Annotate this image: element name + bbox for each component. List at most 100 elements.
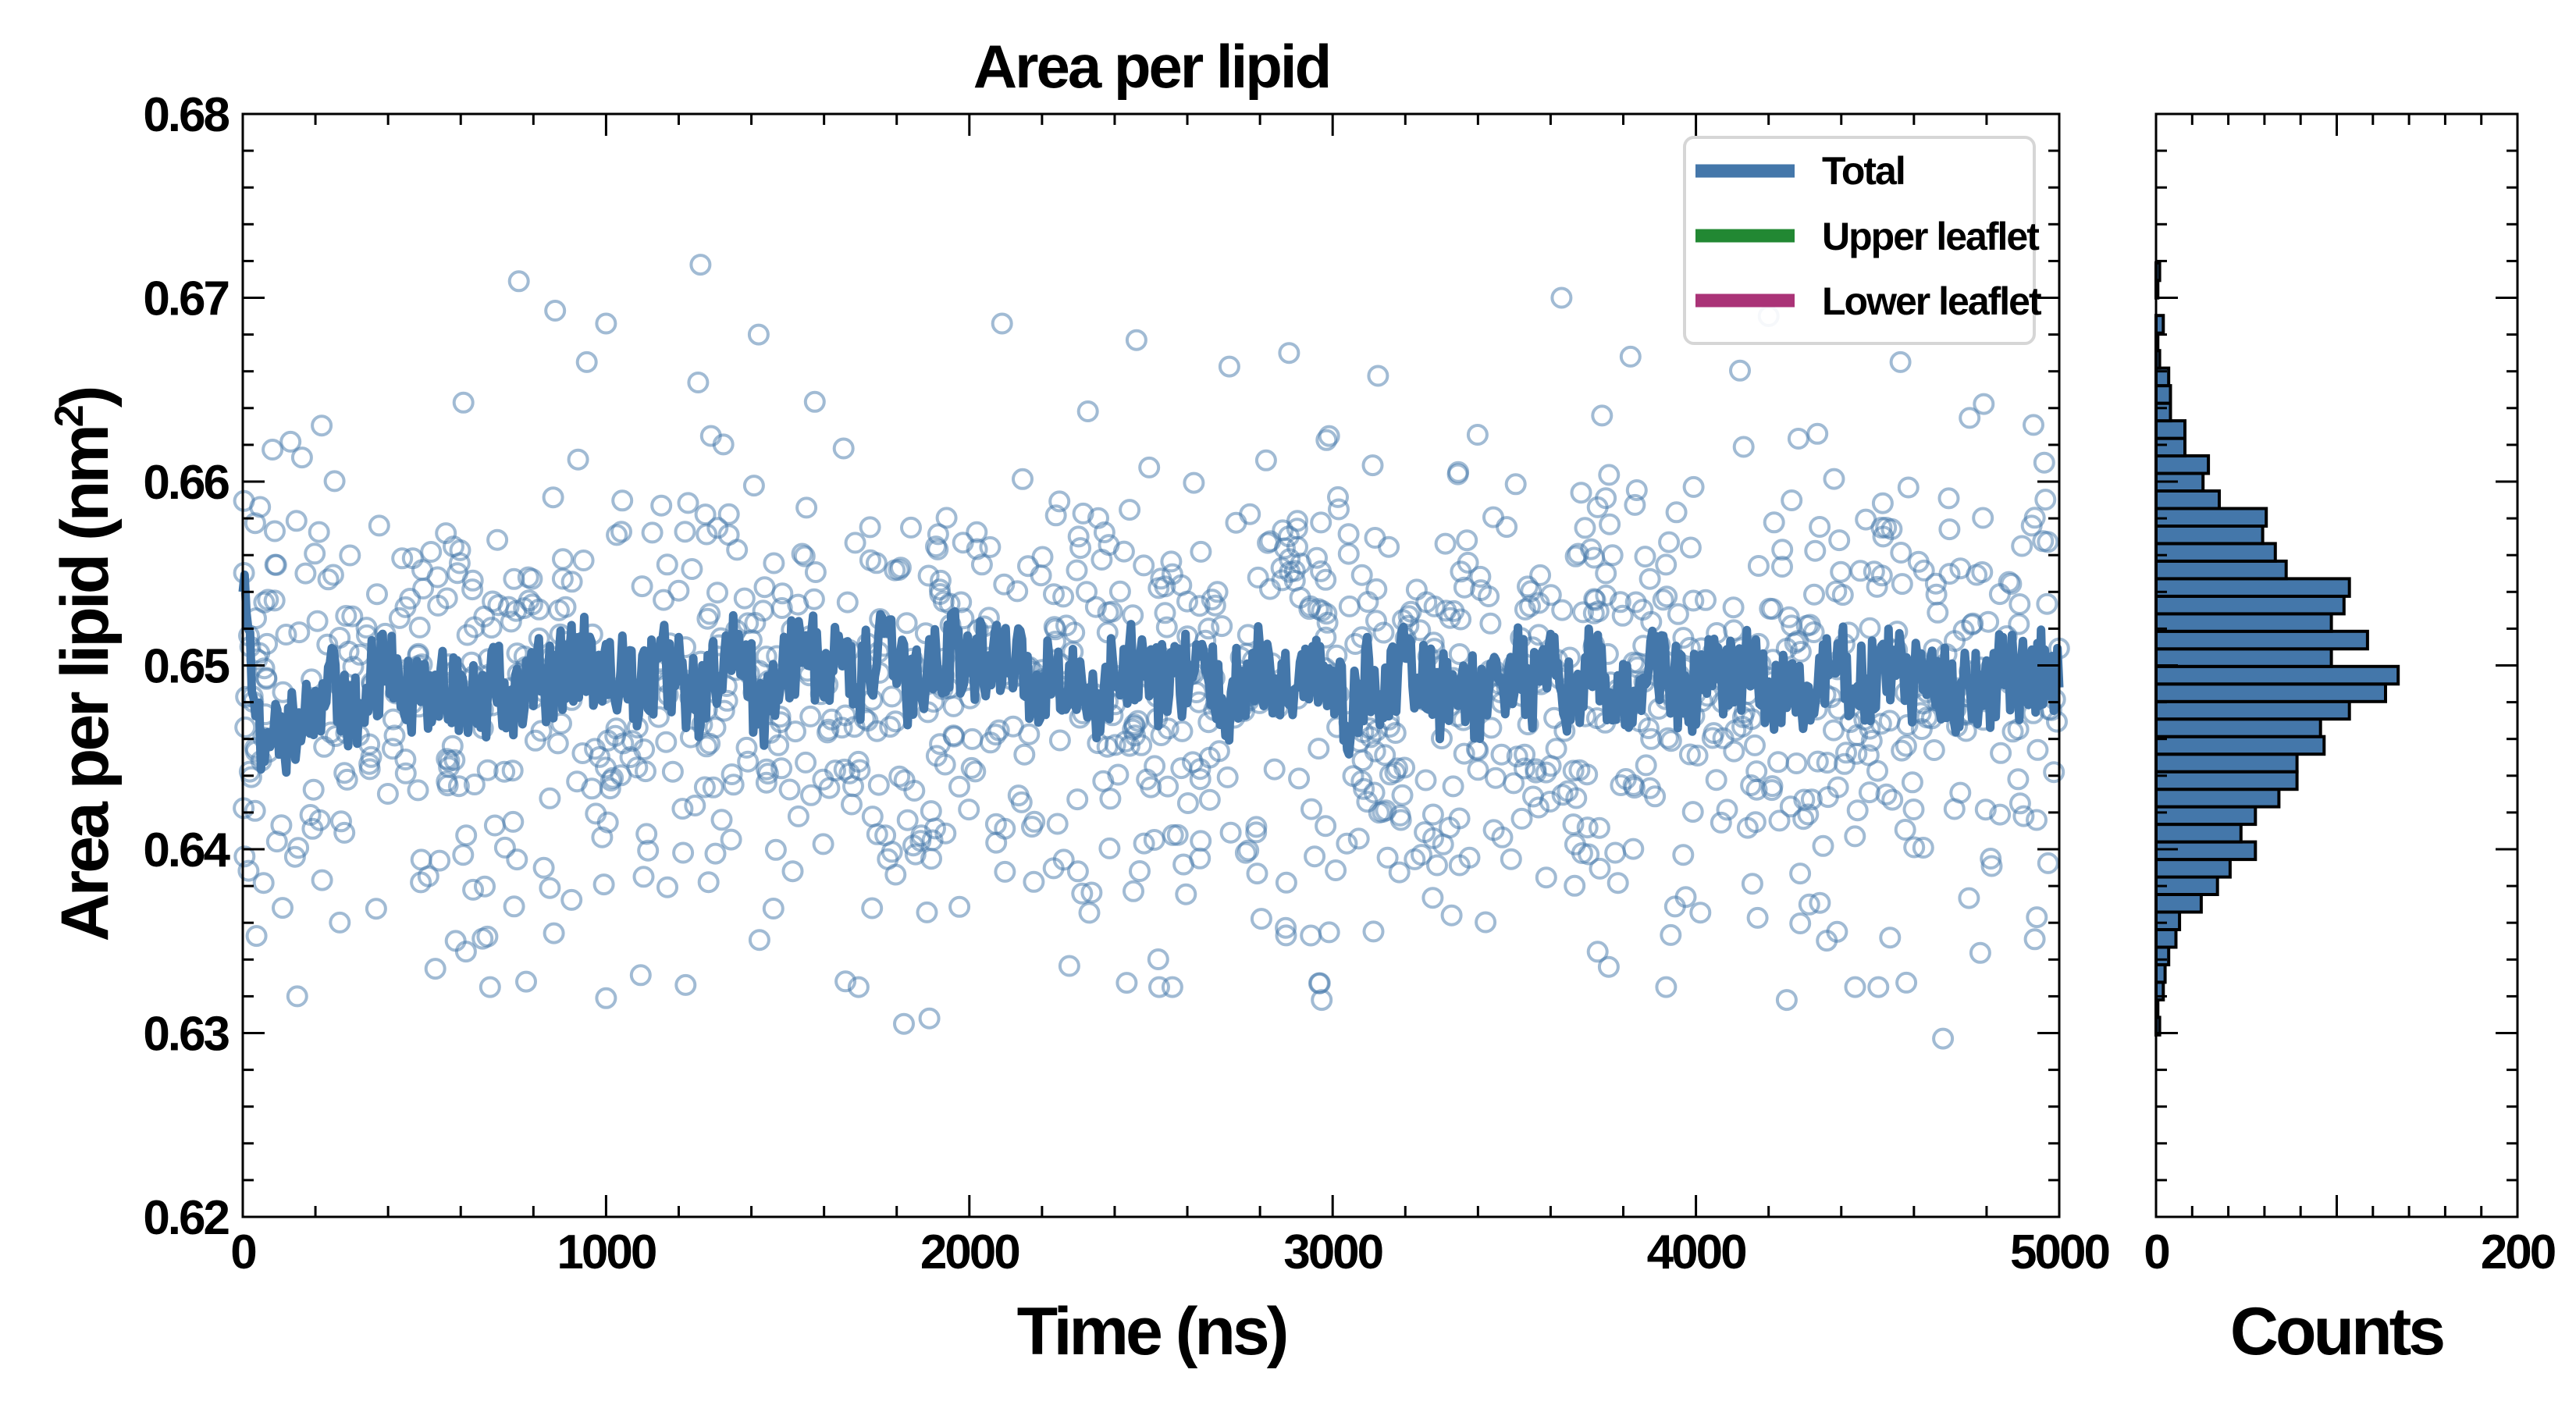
scatter-point: [1660, 730, 1682, 752]
scatter-point: [861, 806, 884, 828]
scatter-point: [1066, 788, 1089, 811]
scatter-point: [244, 512, 266, 535]
scatter-point: [1448, 854, 1471, 877]
scatter-point: [793, 545, 816, 567]
scatter-point: [1069, 537, 1092, 560]
scatter-point: [585, 802, 607, 825]
scatter-point: [1881, 788, 1904, 811]
scatter-point: [1453, 576, 1475, 599]
scatter-point: [1350, 770, 1373, 792]
scatter-point: [572, 550, 595, 571]
legend-label-lower-leaflet: Lower leaflet: [1822, 279, 2042, 323]
histogram-bar: [2154, 717, 2322, 738]
scatter-point: [961, 727, 984, 750]
x-tick-label: 0: [230, 1225, 255, 1279]
scatter-point: [441, 735, 464, 757]
scatter-point: [1189, 768, 1212, 791]
scatter-point: [253, 591, 276, 614]
scatter-point: [452, 391, 475, 414]
scatter-point: [1123, 715, 1146, 738]
scatter-point: [884, 559, 906, 582]
scatter-point: [476, 925, 499, 948]
scatter-point: [1510, 807, 1533, 830]
scatter-point: [1809, 891, 1831, 914]
scatter-point: [778, 778, 801, 801]
scatter-point: [1098, 837, 1121, 859]
scatter-point: [934, 753, 956, 776]
histogram-bar: [2154, 928, 2178, 949]
scatter-point: [1364, 527, 1386, 549]
histogram-bar: [2154, 664, 2400, 686]
scatter-point: [1129, 860, 1151, 882]
scatter-point: [554, 596, 577, 618]
scatter-point: [1136, 768, 1158, 791]
scatter-point: [606, 524, 628, 546]
scatter-point: [1190, 540, 1212, 563]
scatter-point: [407, 779, 429, 802]
scatter-point: [804, 561, 827, 583]
scatter-point: [1672, 627, 1695, 649]
scatter-point: [308, 521, 330, 543]
scatter-point: [1599, 513, 1621, 535]
scatter-point: [1809, 516, 1831, 538]
scatter-point: [1466, 424, 1489, 446]
y-tick-label: 0.66: [143, 456, 229, 510]
scatter-point: [1655, 976, 1678, 998]
scatter-point: [672, 841, 695, 864]
scatter-point: [684, 795, 706, 816]
scatter-point: [1679, 536, 1702, 559]
scatter-point: [1576, 816, 1599, 839]
y-tick-label: 0.64: [143, 823, 230, 877]
scatter-point: [1974, 799, 1997, 821]
scatter-point: [2008, 593, 2031, 615]
scatter-point: [482, 590, 504, 613]
scatter-point: [1710, 811, 1732, 834]
scatter-point: [1695, 589, 1717, 611]
scatter-point: [1176, 792, 1199, 814]
y-tick-label: 0.65: [143, 640, 229, 694]
scatter-point: [1133, 832, 1155, 855]
histogram-bar: [2154, 507, 2268, 528]
scatter-point: [902, 834, 924, 857]
scatter-point: [884, 710, 907, 733]
scatter-point: [1066, 559, 1088, 582]
scatter-point: [934, 822, 957, 845]
scatter-point: [904, 843, 927, 866]
scatter-point: [979, 535, 1002, 558]
scatter-point: [2026, 809, 2048, 831]
scatter-point: [699, 603, 721, 625]
scatter-point: [1115, 972, 1138, 994]
scatter-point: [1806, 750, 1829, 773]
scatter-point: [930, 569, 952, 592]
scatter-point: [1823, 719, 1845, 742]
scatter-point: [503, 567, 525, 590]
scatter-point: [1980, 855, 2003, 877]
scatter-point: [1775, 989, 1798, 1012]
scatter-point: [1337, 523, 1360, 546]
scatter-point: [417, 865, 439, 887]
histogram-bar: [2154, 489, 2221, 510]
scatter-point: [329, 911, 351, 934]
scatter-point: [493, 760, 516, 783]
scatter-point: [1595, 562, 1617, 585]
scatter-point: [693, 776, 716, 799]
scatter-point: [991, 312, 1013, 335]
scatter-point: [1989, 803, 2012, 826]
scatter-point: [696, 735, 718, 758]
scatter-point: [1189, 847, 1212, 870]
scatter-point: [1570, 482, 1592, 504]
scatter-point: [1802, 621, 1825, 643]
scatter-point: [1239, 503, 1261, 525]
scatter-point: [795, 751, 817, 774]
scatter-point: [767, 734, 790, 756]
scatter-point: [255, 667, 278, 690]
scatter-point: [1190, 830, 1212, 852]
scatter-point: [1858, 781, 1880, 804]
scatter-point: [1147, 948, 1169, 970]
scatter-point: [1517, 575, 1539, 598]
scatter-point: [311, 414, 333, 437]
scatter-point: [1901, 771, 1923, 794]
scatter-point: [1578, 843, 1600, 866]
scatter-point: [1386, 757, 1408, 780]
scatter-point: [1925, 583, 1948, 606]
